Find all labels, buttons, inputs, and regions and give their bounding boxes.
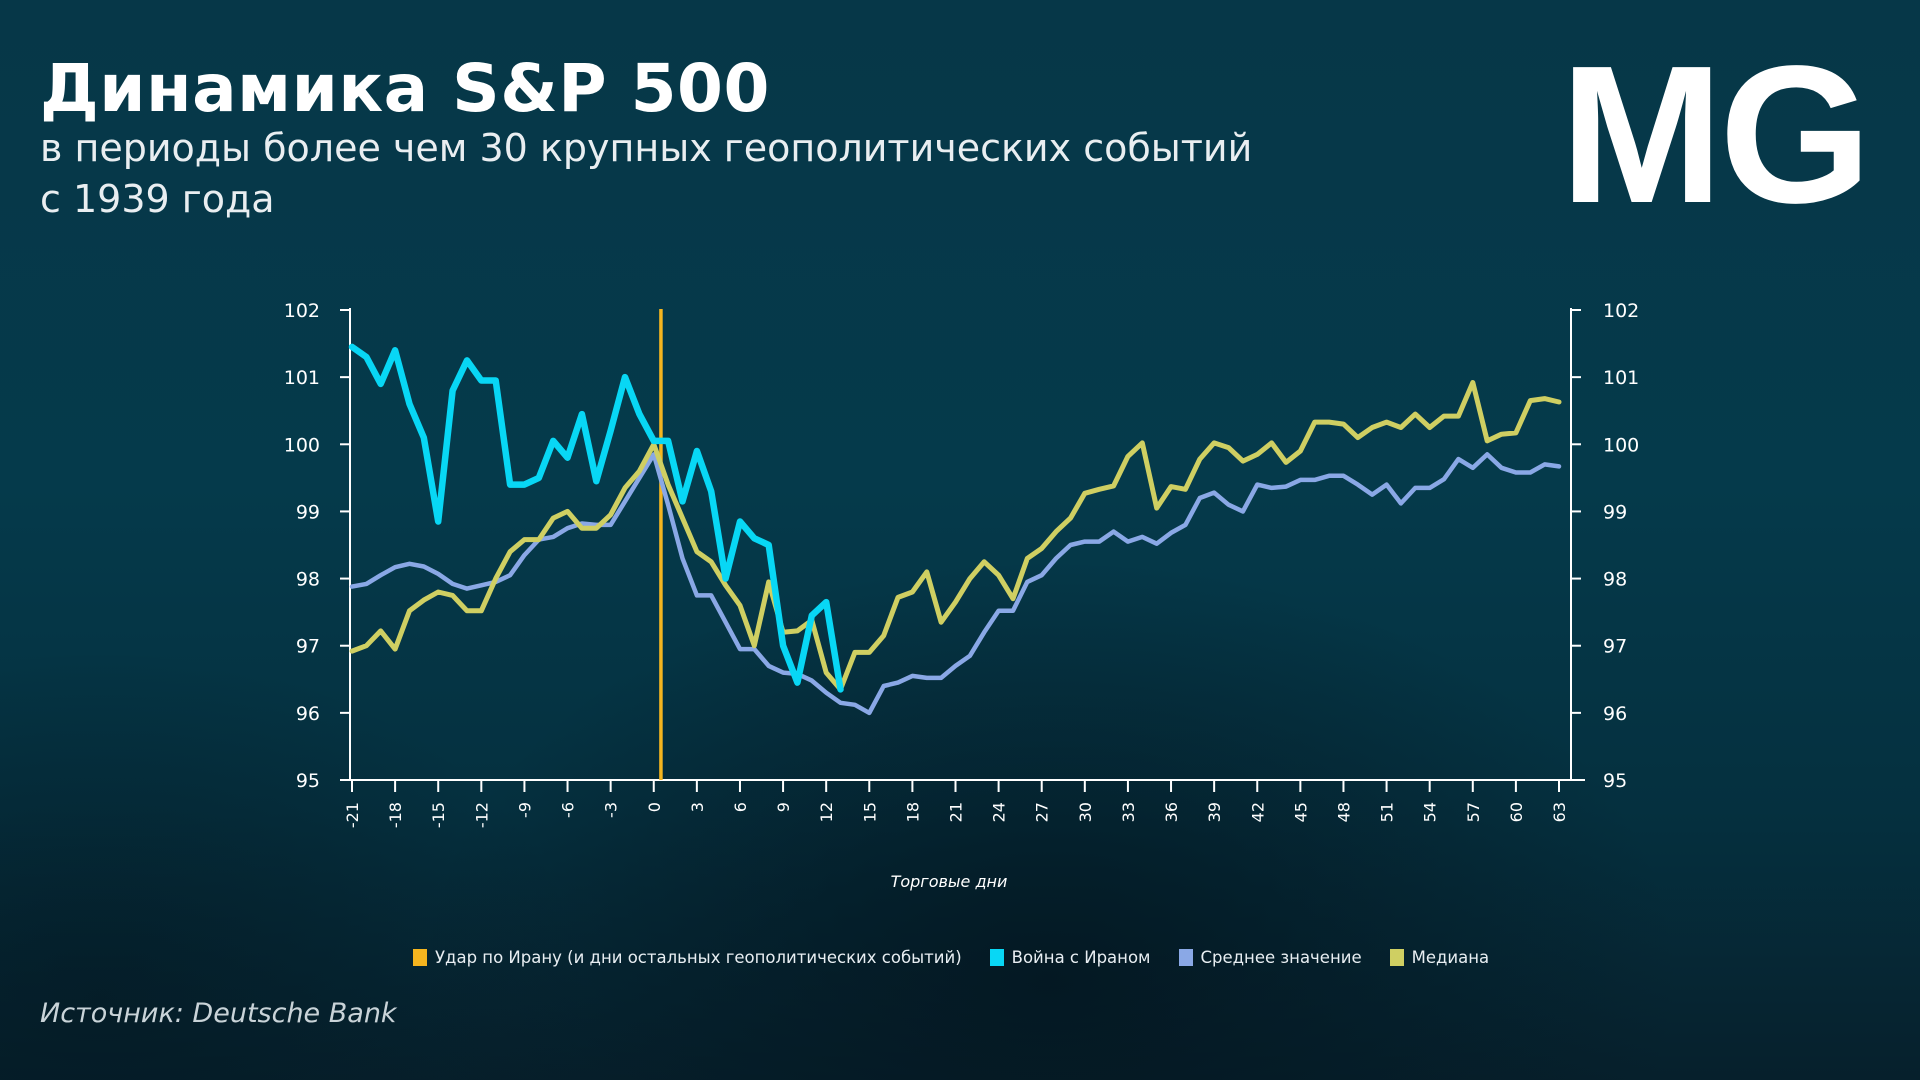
legend-swatch-mean — [1178, 949, 1193, 966]
x-tick-label: -9 — [515, 802, 534, 818]
series-line-median — [349, 380, 1562, 692]
legend-label: Война с Ираном — [1011, 948, 1151, 967]
y-tick-label-left: 102 — [284, 300, 320, 322]
y-tick-label-left: 101 — [284, 367, 320, 389]
chart-legend: Удар по Ирану (и дни остальных геополити… — [413, 948, 1489, 967]
x-tick-label: -21 — [343, 802, 362, 828]
y-tick-label-left: 95 — [296, 770, 320, 792]
y-tick-label-left: 96 — [296, 703, 320, 725]
x-tick-label: 45 — [1291, 802, 1310, 822]
x-tick-label: -15 — [429, 802, 448, 828]
legend-swatch-median — [1389, 949, 1404, 966]
y-tick-label-left: 99 — [296, 501, 320, 523]
legend-label: Среднее значение — [1200, 948, 1362, 967]
x-axis-title: Торговые дни — [890, 872, 1008, 891]
legend-item-median: Медиана — [1389, 948, 1490, 967]
x-tick-label: 33 — [1119, 802, 1138, 822]
subtitle-line-1: в периоды более чем 30 крупных геополити… — [40, 126, 1253, 170]
legend-item-war: Война с Ираном — [989, 948, 1151, 967]
x-tick-label: 21 — [947, 802, 966, 822]
y-tick-label-right: 97 — [1603, 636, 1627, 658]
x-tick-label: 54 — [1421, 802, 1440, 822]
x-tick-label: 30 — [1076, 802, 1095, 822]
y-tick-label-right: 102 — [1603, 300, 1639, 322]
x-tick-label: 48 — [1334, 802, 1353, 822]
x-tick-label: 3 — [688, 802, 707, 812]
x-tick-label: 24 — [990, 802, 1009, 822]
x-tick-label: 60 — [1507, 802, 1526, 822]
legend-label: Удар по Ирану (и дни остальных геополити… — [435, 948, 962, 967]
x-tick-label: -12 — [472, 802, 491, 828]
y-tick-label-left: 97 — [296, 636, 320, 658]
x-tick-label: 36 — [1162, 802, 1181, 822]
y-tick-label-left: 98 — [296, 569, 320, 591]
y-tick-label-right: 95 — [1603, 770, 1627, 792]
source-note: Источник: Deutsche Bank — [40, 998, 397, 1029]
legend-label: Медиана — [1411, 948, 1490, 967]
x-tick-label: 42 — [1248, 802, 1267, 822]
legend-swatch-war — [989, 949, 1004, 966]
x-tick-label: 18 — [903, 802, 922, 822]
x-tick-label: 39 — [1205, 802, 1224, 822]
series-line-war — [348, 343, 844, 693]
x-tick-label: -18 — [386, 802, 405, 828]
x-tick-label: 6 — [731, 802, 750, 812]
x-tick-label: -6 — [559, 802, 578, 818]
y-tick-label-right: 98 — [1603, 569, 1627, 591]
y-tick-label-right: 100 — [1603, 434, 1639, 456]
x-tick-label: 9 — [774, 802, 793, 812]
subtitle-line-2: с 1939 года — [40, 177, 275, 221]
x-tick-label: 27 — [1033, 802, 1052, 822]
legend-swatch-event — [413, 949, 427, 966]
legend-item-mean: Среднее значение — [1178, 948, 1362, 967]
y-tick-label-right: 101 — [1603, 367, 1639, 389]
y-tick-label-left: 100 — [284, 434, 320, 456]
x-tick-label: 63 — [1550, 802, 1569, 822]
legend-item-event: Удар по Ирану (и дни остальных геополити… — [413, 948, 962, 967]
y-tick-label-right: 96 — [1603, 703, 1627, 725]
x-tick-label: -3 — [602, 802, 621, 818]
x-tick-label: 12 — [817, 802, 836, 822]
x-tick-label: 0 — [645, 802, 664, 812]
x-tick-label: 57 — [1464, 802, 1483, 822]
mg-logo: MG — [1560, 25, 1872, 244]
x-tick-label: 51 — [1378, 802, 1397, 822]
series-line-mean — [349, 452, 1562, 716]
page-title: Динамика S&P 500 — [40, 50, 770, 127]
y-tick-label-right: 99 — [1603, 501, 1627, 523]
x-tick-label: 15 — [860, 802, 879, 822]
